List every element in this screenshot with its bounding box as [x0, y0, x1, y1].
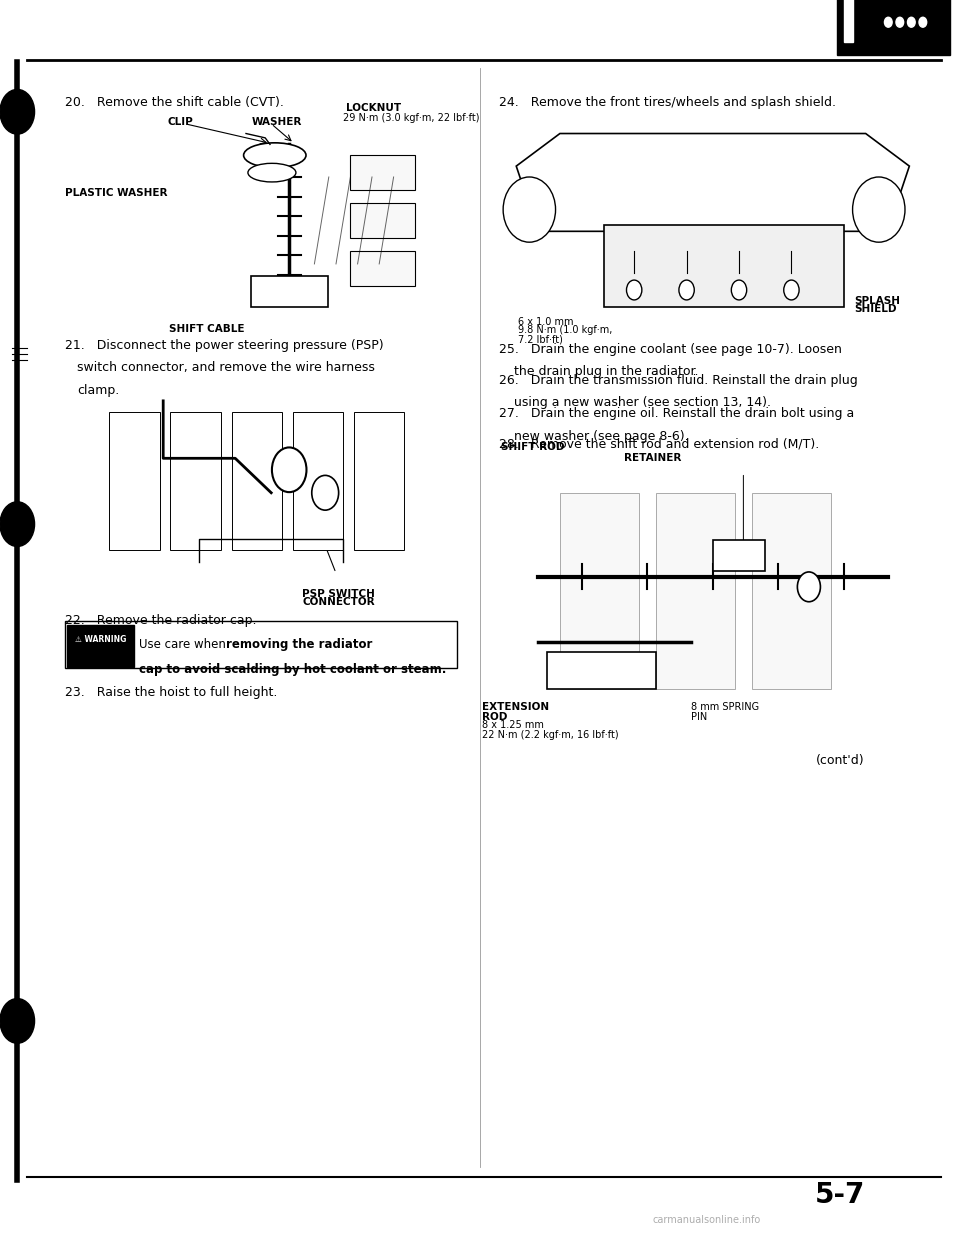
Text: 23.   Raise the hoist to full height.: 23. Raise the hoist to full height. — [65, 686, 277, 698]
Text: 9.8 N·m (1.0 kgf·m,: 9.8 N·m (1.0 kgf·m, — [518, 325, 612, 335]
Text: 25.   Drain the engine coolant (see page 10-7). Loosen: 25. Drain the engine coolant (see page 1… — [499, 343, 842, 355]
Text: PSP SWITCH: PSP SWITCH — [302, 589, 375, 599]
Bar — [656, 493, 734, 689]
Bar — [494, 460, 931, 720]
Text: 22 N·m (2.2 kgf·m, 16 lbf·ft): 22 N·m (2.2 kgf·m, 16 lbf·ft) — [482, 730, 618, 740]
Bar — [171, 412, 221, 550]
Text: using a new washer (see section 13, 14).: using a new washer (see section 13, 14). — [514, 396, 771, 409]
Circle shape — [312, 476, 339, 510]
Circle shape — [732, 281, 747, 301]
Text: 21.   Disconnect the power steering pressure (PSP): 21. Disconnect the power steering pressu… — [65, 339, 384, 351]
Bar — [752, 493, 830, 689]
Bar — [109, 412, 159, 550]
Bar — [560, 493, 638, 689]
Text: SHIFT ROD: SHIFT ROD — [501, 442, 564, 452]
Circle shape — [907, 17, 915, 27]
Circle shape — [0, 502, 35, 546]
Text: cap to avoid scalding by hot coolant or steam.: cap to avoid scalding by hot coolant or … — [139, 663, 446, 676]
Text: carmanualsonline.info: carmanualsonline.info — [653, 1215, 761, 1225]
Text: (cont'd): (cont'd) — [816, 754, 865, 766]
Text: WASHER: WASHER — [252, 117, 301, 127]
Text: LOCKNUT: LOCKNUT — [346, 103, 400, 113]
Text: clamp.: clamp. — [77, 384, 119, 396]
Circle shape — [0, 999, 35, 1043]
Circle shape — [798, 571, 821, 602]
Text: SPLASH: SPLASH — [854, 296, 900, 306]
Text: 20.   Remove the shift cable (CVT).: 20. Remove the shift cable (CVT). — [65, 96, 284, 108]
Text: ⚠ WARNING: ⚠ WARNING — [75, 635, 127, 645]
Ellipse shape — [852, 176, 905, 242]
Text: RETAINER: RETAINER — [624, 453, 682, 463]
Text: PLASTIC WASHER: PLASTIC WASHER — [65, 188, 168, 197]
Text: removing the radiator: removing the radiator — [226, 638, 372, 651]
Circle shape — [627, 281, 642, 301]
Text: 26.   Drain the transmission fluid. Reinstall the drain plug: 26. Drain the transmission fluid. Reinst… — [499, 374, 858, 386]
Text: 6 x 1.0 mm: 6 x 1.0 mm — [518, 317, 574, 327]
Bar — [712, 539, 765, 571]
Bar — [494, 112, 931, 329]
Text: 28.   Remove the shift rod and extension rod (M/T).: 28. Remove the shift rod and extension r… — [499, 437, 820, 450]
Bar — [91, 112, 451, 329]
Text: switch connector, and remove the wire harness: switch connector, and remove the wire ha… — [77, 361, 374, 374]
Bar — [350, 251, 415, 286]
Ellipse shape — [244, 143, 306, 168]
Text: 7.2 lbf·ft): 7.2 lbf·ft) — [518, 334, 564, 344]
Circle shape — [919, 17, 926, 27]
Text: SHIELD: SHIELD — [854, 304, 897, 314]
Bar — [231, 412, 282, 550]
Circle shape — [783, 281, 799, 301]
Text: ROD: ROD — [482, 712, 507, 722]
Bar — [354, 412, 404, 550]
Circle shape — [896, 17, 903, 27]
Text: Use care when: Use care when — [139, 638, 229, 651]
Bar — [67, 625, 134, 667]
Bar — [350, 155, 415, 190]
Text: 24.   Remove the front tires/wheels and splash shield.: 24. Remove the front tires/wheels and sp… — [499, 96, 836, 108]
Text: 8 x 1.25 mm: 8 x 1.25 mm — [482, 720, 543, 730]
Bar — [844, 0, 853, 42]
Circle shape — [679, 281, 694, 301]
Bar — [837, 0, 950, 55]
Circle shape — [884, 17, 892, 27]
Text: 8 mm SPRING: 8 mm SPRING — [691, 702, 759, 712]
Bar — [547, 652, 656, 689]
Text: CONNECTOR: CONNECTOR — [302, 597, 375, 607]
Bar — [91, 366, 451, 596]
Polygon shape — [516, 134, 909, 231]
Bar — [350, 202, 415, 238]
Text: SHIFT CABLE: SHIFT CABLE — [169, 324, 244, 334]
Text: PIN: PIN — [691, 712, 708, 722]
Text: 22.   Remove the radiator cap.: 22. Remove the radiator cap. — [65, 614, 256, 626]
Circle shape — [272, 447, 306, 492]
Bar — [293, 412, 344, 550]
Ellipse shape — [248, 163, 296, 181]
Bar — [251, 277, 327, 308]
Text: 29 N·m (3.0 kgf·m, 22 lbf·ft): 29 N·m (3.0 kgf·m, 22 lbf·ft) — [343, 113, 479, 123]
Text: the drain plug in the radiator.: the drain plug in the radiator. — [514, 365, 698, 378]
Text: CLIP: CLIP — [168, 117, 194, 127]
Bar — [604, 225, 844, 308]
Text: new washer (see page 8-6).: new washer (see page 8-6). — [514, 430, 688, 442]
Ellipse shape — [503, 176, 556, 242]
Circle shape — [0, 89, 35, 134]
Text: 27.   Drain the engine oil. Reinstall the drain bolt using a: 27. Drain the engine oil. Reinstall the … — [499, 407, 854, 420]
Bar — [65, 621, 457, 668]
Text: 5-7: 5-7 — [815, 1181, 865, 1208]
Text: EXTENSION: EXTENSION — [482, 702, 549, 712]
